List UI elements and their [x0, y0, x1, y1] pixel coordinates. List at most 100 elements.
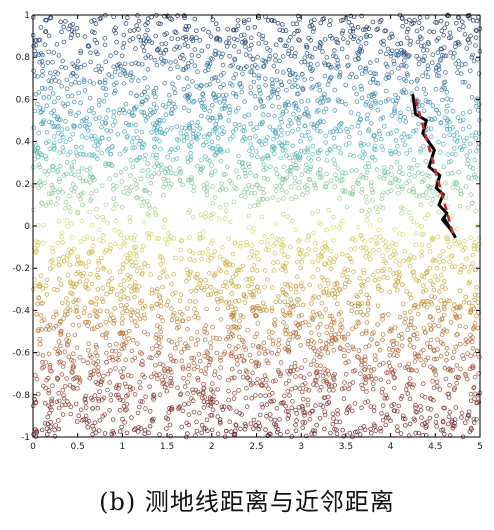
- scatter-point: [302, 358, 308, 363]
- scatter-point: [82, 123, 88, 129]
- scatter-point: [375, 107, 381, 113]
- scatter-point: [378, 377, 384, 383]
- scatter-point: [121, 190, 127, 195]
- scatter-point: [384, 412, 390, 418]
- scatter-point: [290, 143, 296, 149]
- scatter-point: [326, 394, 331, 400]
- scatter-point: [334, 427, 339, 433]
- scatter-point: [133, 259, 139, 265]
- scatter-point: [284, 189, 289, 195]
- scatter-point: [242, 300, 248, 305]
- scatter-point: [334, 419, 339, 425]
- scatter-point: [451, 349, 457, 355]
- scatter-point: [255, 345, 261, 350]
- scatter-point: [47, 368, 53, 374]
- scatter-point: [58, 19, 63, 25]
- scatter-point: [129, 61, 135, 67]
- scatter-point: [405, 53, 411, 58]
- scatter-point: [298, 343, 304, 348]
- scatter-point: [275, 87, 281, 92]
- scatter-point: [377, 131, 382, 137]
- scatter-point: [463, 324, 469, 330]
- scatter-point: [202, 107, 207, 112]
- scatter-point: [450, 151, 455, 157]
- scatter-point: [450, 54, 456, 60]
- scatter-point: [334, 431, 340, 437]
- scatter-point: [157, 254, 163, 259]
- scatter-point: [440, 141, 446, 147]
- scatter-point: [193, 342, 199, 347]
- scatter-point: [221, 283, 226, 289]
- scatter-point: [455, 115, 461, 120]
- scatter-point: [221, 351, 227, 357]
- scatter-point: [65, 342, 70, 348]
- scatter-point: [120, 205, 125, 210]
- scatter-point: [362, 361, 368, 367]
- scatter-point: [457, 203, 463, 209]
- scatter-point: [197, 281, 202, 286]
- scatter-point: [331, 376, 336, 381]
- scatter-point: [246, 17, 252, 23]
- scatter-point: [121, 241, 126, 246]
- scatter-point: [116, 392, 121, 398]
- scatter-point: [310, 316, 316, 321]
- scatter-point: [280, 400, 285, 406]
- scatter-point: [186, 372, 192, 378]
- scatter-point: [216, 216, 222, 221]
- scatter-point: [81, 310, 87, 316]
- scatter-point: [427, 29, 433, 34]
- scatter-point: [143, 406, 148, 411]
- scatter-point: [324, 150, 330, 156]
- scatter-point: [371, 133, 376, 139]
- scatter-point: [321, 16, 327, 21]
- scatter-point: [254, 125, 259, 130]
- scatter-point: [213, 271, 218, 276]
- scatter-point: [189, 52, 195, 58]
- scatter-point: [343, 82, 349, 88]
- scatter-point: [425, 99, 431, 105]
- scatter-point: [161, 367, 167, 372]
- scatter-point: [248, 90, 254, 96]
- scatter-point: [435, 50, 441, 55]
- scatter-point: [167, 405, 172, 411]
- scatter-point: [158, 21, 163, 27]
- scatter-point: [248, 170, 253, 176]
- scatter-point: [340, 170, 345, 175]
- scatter-point: [414, 277, 419, 283]
- scatter-point: [232, 431, 238, 437]
- scatter-point: [411, 305, 417, 311]
- scatter-point: [448, 368, 453, 374]
- scatter-point: [366, 93, 372, 99]
- scatter-point: [388, 151, 394, 157]
- scatter-point: [161, 224, 167, 230]
- scatter-point: [243, 194, 248, 200]
- scatter-point: [210, 115, 216, 121]
- scatter-point: [316, 332, 322, 338]
- scatter-point: [124, 303, 129, 308]
- scatter-point: [56, 79, 62, 84]
- scatter-point: [181, 138, 187, 144]
- scatter-point: [124, 252, 129, 258]
- scatter-point: [40, 286, 46, 291]
- scatter-point: [101, 98, 107, 104]
- scatter-point: [267, 124, 273, 130]
- scatter-point: [105, 282, 111, 287]
- scatter-point: [49, 401, 55, 406]
- scatter-point: [130, 164, 136, 170]
- scatter-point: [60, 101, 66, 106]
- scatter-point: [134, 128, 139, 134]
- scatter-point: [215, 78, 221, 84]
- scatter-point: [202, 104, 207, 109]
- scatter-point: [88, 171, 93, 177]
- scatter-point: [108, 392, 114, 398]
- scatter-point: [151, 91, 157, 96]
- scatter-point: [342, 385, 347, 391]
- scatter-point: [135, 308, 141, 314]
- scatter-point: [452, 264, 458, 269]
- scatter-point: [124, 308, 130, 314]
- scatter-point: [296, 185, 302, 191]
- scatter-point: [417, 403, 423, 409]
- scatter-point: [394, 48, 400, 54]
- scatter-point: [260, 300, 266, 306]
- scatter-point: [368, 237, 374, 243]
